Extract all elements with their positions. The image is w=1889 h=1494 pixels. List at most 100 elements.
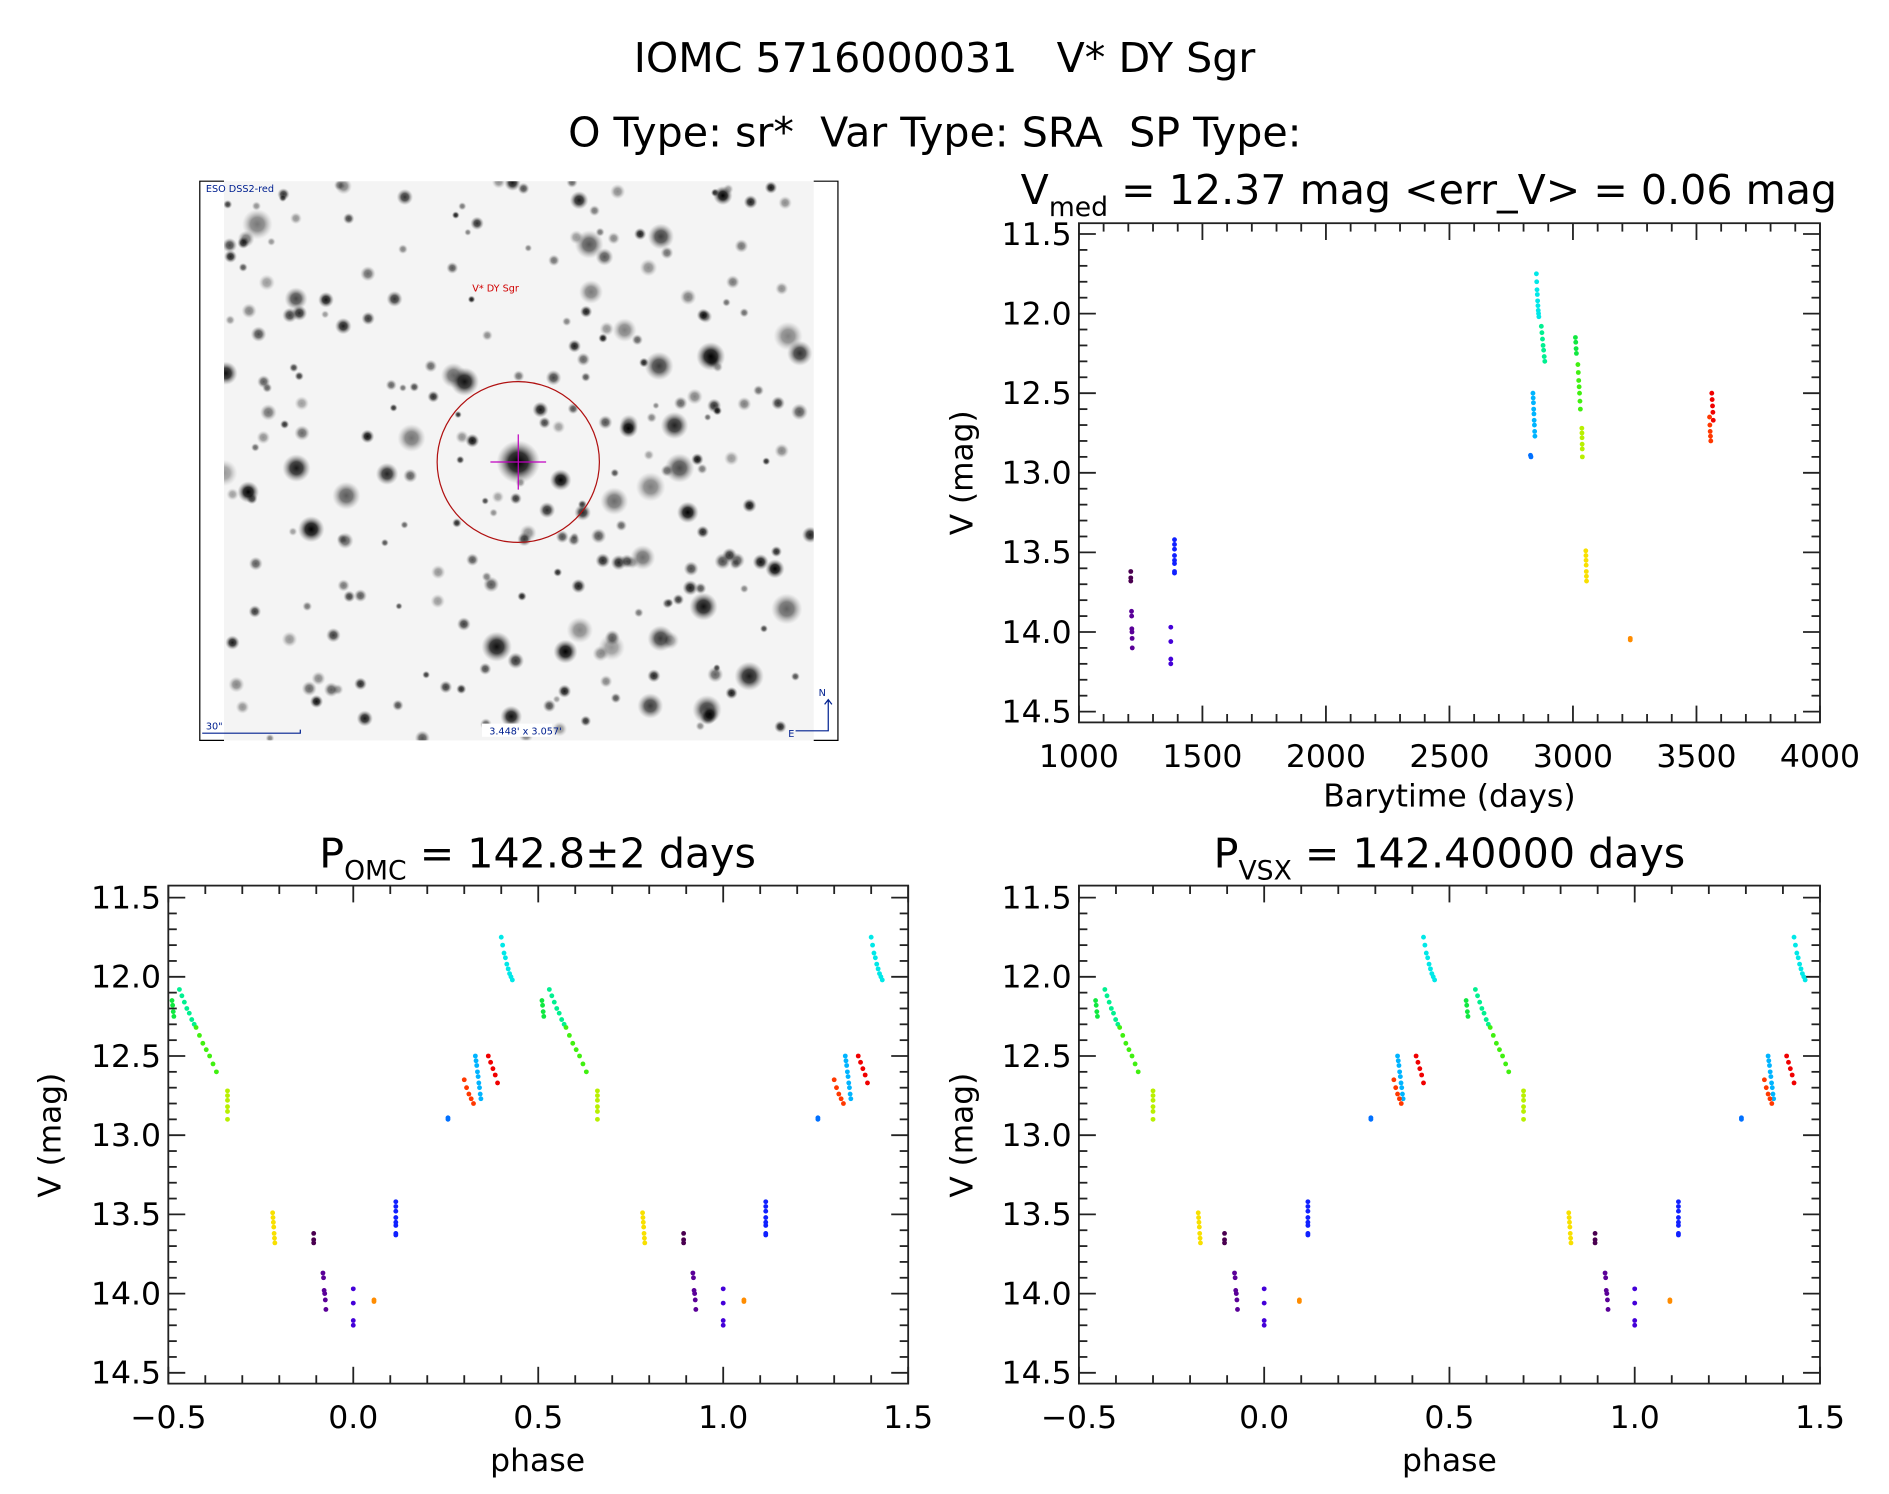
data-point xyxy=(1172,546,1177,552)
data-point xyxy=(1368,1116,1374,1122)
star xyxy=(652,401,660,410)
star xyxy=(398,383,407,392)
data-point xyxy=(1393,1085,1399,1091)
data-point xyxy=(181,999,187,1005)
data-point xyxy=(1583,573,1589,579)
data-point xyxy=(1708,433,1713,439)
data-point xyxy=(1493,1040,1499,1046)
data-point xyxy=(858,1059,863,1065)
data-point xyxy=(641,1224,647,1230)
star xyxy=(291,305,308,321)
star xyxy=(713,186,733,206)
data-point xyxy=(393,1232,399,1238)
star xyxy=(598,333,608,343)
data-point xyxy=(477,1085,482,1091)
data-point xyxy=(868,934,874,940)
star xyxy=(569,191,589,210)
data-point xyxy=(176,987,182,992)
star xyxy=(599,321,614,337)
data-point xyxy=(272,1240,278,1246)
star xyxy=(467,295,476,304)
x-tick-label: 1500 xyxy=(1162,739,1242,775)
star xyxy=(356,710,373,727)
star xyxy=(446,262,459,274)
data-point xyxy=(1113,1017,1119,1022)
data-point xyxy=(1579,446,1585,452)
data-point xyxy=(1196,1224,1202,1230)
star xyxy=(336,532,354,550)
data-point xyxy=(509,977,515,983)
data-point xyxy=(1305,1199,1311,1205)
data-point xyxy=(1472,987,1478,992)
plot-frame xyxy=(1078,884,1821,1385)
data-point xyxy=(1604,1291,1610,1296)
data-point xyxy=(1400,1096,1406,1102)
data-point xyxy=(1540,336,1545,342)
star xyxy=(301,681,317,697)
data-point xyxy=(1500,1053,1505,1059)
star xyxy=(375,462,399,486)
plot-frame xyxy=(1078,222,1821,724)
scale-label: 30" xyxy=(206,722,223,733)
data-point xyxy=(1592,1240,1598,1246)
data-point xyxy=(1483,1017,1489,1022)
star xyxy=(557,684,572,698)
data-point xyxy=(1605,1307,1611,1312)
data-point xyxy=(225,1093,230,1098)
y-tick-label: 13.0 xyxy=(1002,456,1072,492)
data-point xyxy=(1710,403,1715,409)
data-point xyxy=(1707,414,1712,420)
data-point xyxy=(554,1006,560,1011)
star xyxy=(302,601,313,612)
data-point xyxy=(690,1270,696,1276)
data-point xyxy=(1540,343,1546,348)
x-tick-label: 0.0 xyxy=(1239,1400,1289,1436)
star xyxy=(225,315,236,325)
data-point xyxy=(836,1091,842,1097)
data-point xyxy=(1196,1219,1202,1225)
data-point xyxy=(1397,1096,1402,1102)
star xyxy=(456,617,471,631)
star xyxy=(241,303,257,319)
data-point xyxy=(763,1232,769,1238)
data-point xyxy=(1400,1091,1405,1097)
star xyxy=(481,497,490,505)
data-point xyxy=(1797,961,1803,967)
y-tick-label: 11.5 xyxy=(91,881,161,917)
star xyxy=(664,453,695,483)
star xyxy=(548,254,560,267)
star xyxy=(294,396,310,411)
star xyxy=(335,181,353,195)
data-point xyxy=(1538,323,1544,329)
data-point xyxy=(577,1053,582,1059)
star xyxy=(424,359,438,373)
star xyxy=(354,677,367,691)
star xyxy=(225,635,240,650)
data-point xyxy=(540,1009,546,1015)
data-point xyxy=(1577,390,1582,396)
star xyxy=(660,246,674,260)
data-point xyxy=(1539,330,1545,336)
data-point xyxy=(862,1072,868,1078)
star xyxy=(647,223,675,250)
data-point xyxy=(595,1093,600,1098)
data-point xyxy=(1710,409,1716,415)
star xyxy=(258,274,276,291)
data-point xyxy=(1786,1059,1791,1065)
star xyxy=(294,425,310,441)
x-axis-label: phase xyxy=(1402,1443,1497,1479)
star xyxy=(790,403,808,421)
data-point xyxy=(870,942,875,948)
star xyxy=(464,228,472,236)
data-point xyxy=(1567,1219,1572,1225)
data-point xyxy=(270,1210,276,1216)
star xyxy=(430,593,446,609)
y-tick-label: 13.0 xyxy=(91,1118,161,1154)
data-point xyxy=(1421,934,1426,940)
star xyxy=(549,469,572,491)
star xyxy=(259,404,277,421)
data-point xyxy=(1531,400,1536,406)
star xyxy=(570,532,579,541)
star xyxy=(267,237,276,246)
data-point xyxy=(170,1002,176,1008)
